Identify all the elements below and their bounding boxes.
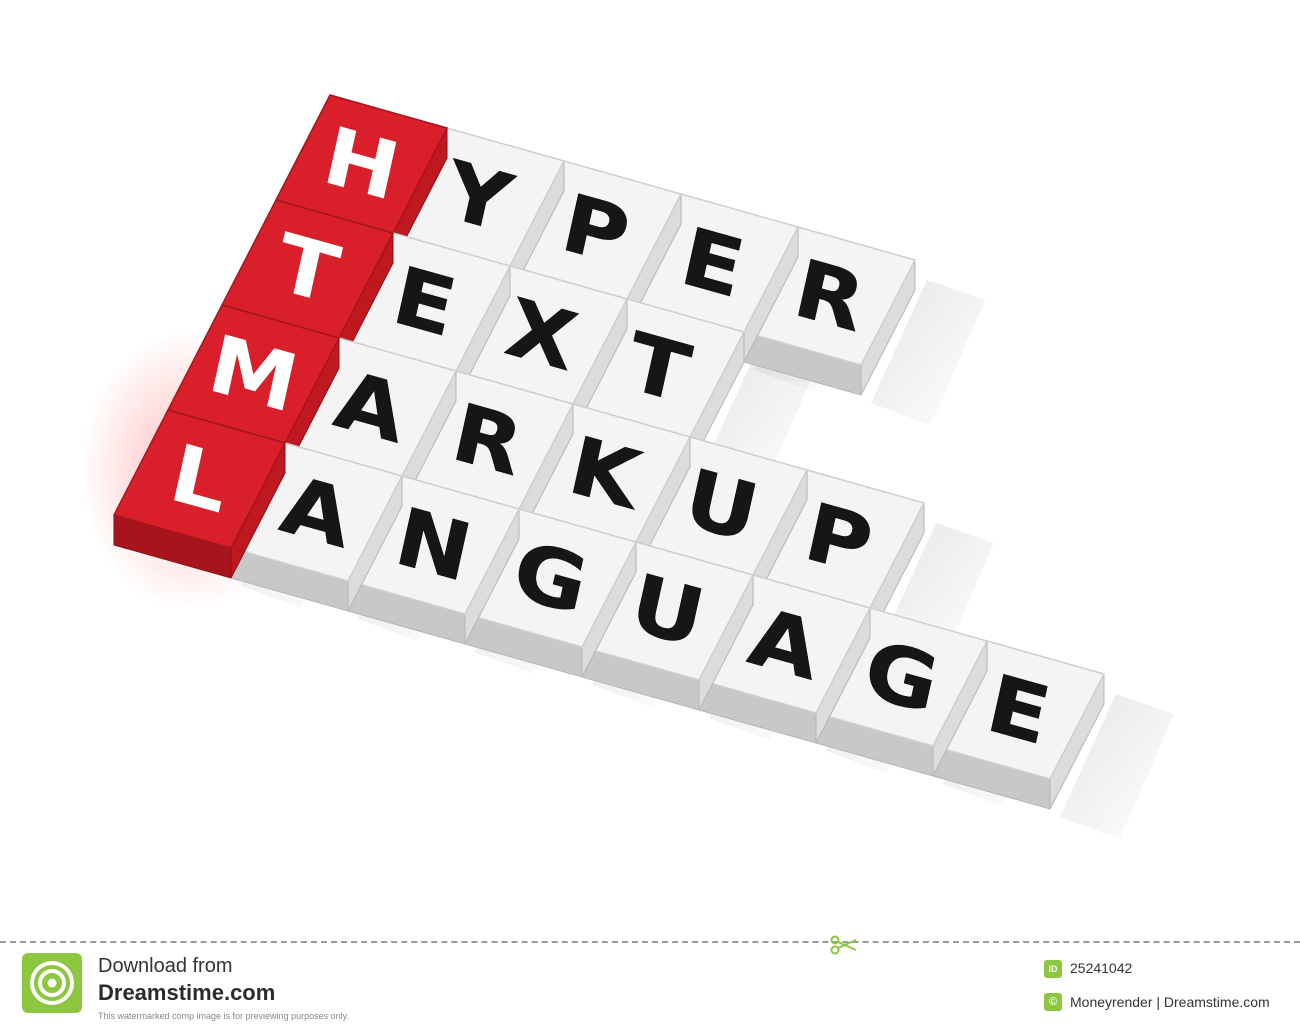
copyright-badge: © xyxy=(1044,993,1062,1011)
scissors-icon xyxy=(830,935,857,955)
letter-cube: G xyxy=(814,607,989,777)
preview-note: This watermarked comp image is for previ… xyxy=(98,1011,349,1021)
photo-credit: Moneyrender | Dreamstime.com xyxy=(1070,994,1270,1010)
acronym-cube: L xyxy=(112,409,287,579)
letter-cube: U xyxy=(580,541,755,711)
acronym-cube: H xyxy=(274,94,449,264)
cube-top-face xyxy=(112,409,287,549)
watermark-footer: Download from Dreamstime.com This waterm… xyxy=(0,935,1300,1033)
download-from-text: Download from xyxy=(98,955,233,977)
image-id: 25241042 xyxy=(1070,960,1133,976)
word-letter: U xyxy=(677,451,767,560)
dreamstime-spiral-icon xyxy=(22,953,82,1013)
letter-cube: T xyxy=(571,298,746,468)
dreamstime-link[interactable]: Dreamstime.com xyxy=(98,980,276,1005)
cube-shadow xyxy=(1060,694,1174,839)
letter-cube: E xyxy=(931,640,1106,810)
id-badge: ID xyxy=(1044,960,1062,978)
cube-shadow xyxy=(871,280,985,425)
footer-divider xyxy=(0,941,1300,943)
